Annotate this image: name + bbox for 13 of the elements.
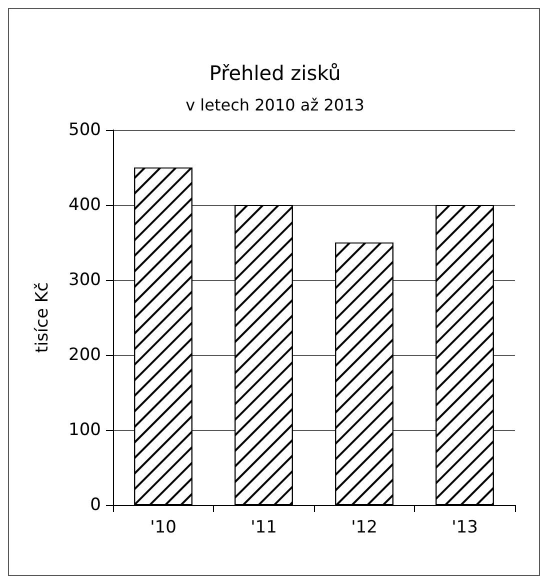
chart-title: Přehled zisků xyxy=(209,61,341,85)
y-tick-label: 100 xyxy=(68,420,101,440)
x-tick-label: '11 xyxy=(250,518,277,538)
x-tick-label: '13 xyxy=(452,518,478,538)
y-tick-label: 300 xyxy=(68,270,101,290)
y-tick-label: 500 xyxy=(68,120,101,140)
y-tick-label: 400 xyxy=(68,195,101,215)
x-tick-label: '12 xyxy=(351,518,378,538)
x-tick-label: '10 xyxy=(150,518,176,538)
y-axis-title: tisíce Kč xyxy=(32,282,52,353)
y-tick-label: 200 xyxy=(68,345,101,365)
chart-subtitle: v letech 2010 až 2013 xyxy=(186,96,364,114)
y-tick-label: 0 xyxy=(90,495,101,515)
